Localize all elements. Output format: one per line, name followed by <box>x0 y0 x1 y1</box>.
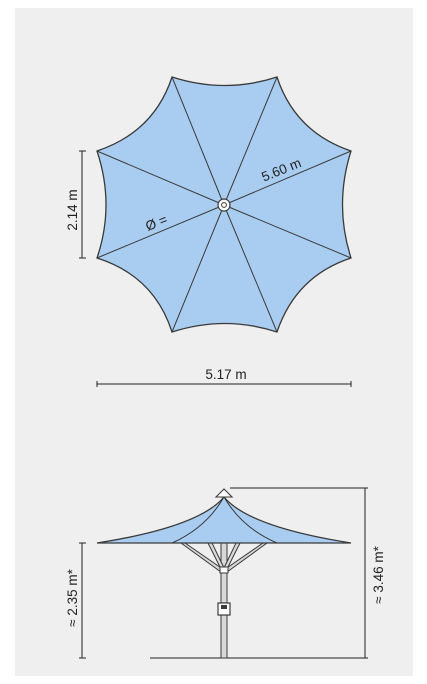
top-view: 5.60 m Ø = 2.14 m 5.17 m <box>65 76 352 387</box>
canopy-ribs <box>96 76 352 333</box>
clearance-dimension <box>79 542 86 659</box>
side-view: ≈ 2.35 m* ≈ 3.46 m* <box>65 487 386 659</box>
total-height-dimension <box>230 487 368 659</box>
pole <box>220 542 228 659</box>
clearance-label: ≈ 2.35 m* <box>65 568 80 626</box>
canopy-side-view <box>96 495 352 544</box>
runner <box>219 566 229 574</box>
width-label: 5.17 m <box>205 367 246 382</box>
side-height-dimension <box>79 150 86 259</box>
width-dimension <box>96 381 352 387</box>
canopy-side-ribs <box>171 496 278 544</box>
center-hub <box>217 198 231 212</box>
side-height-label: 2.14 m <box>65 189 80 230</box>
total-height-label: ≈ 3.46 m* <box>371 545 386 603</box>
crank-slot <box>221 605 227 609</box>
finial <box>214 488 234 498</box>
